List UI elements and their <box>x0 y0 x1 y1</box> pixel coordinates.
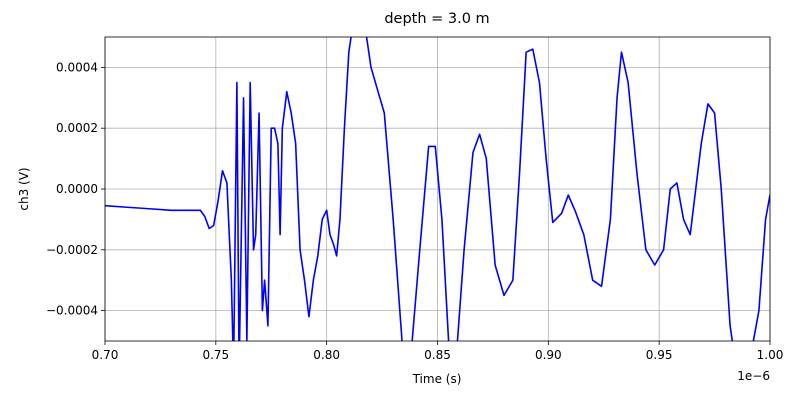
x-axis-label: Time (s) <box>412 372 462 386</box>
y-tick-label: 0.0002 <box>56 121 98 135</box>
y-tick-label: 0.0004 <box>56 60 98 74</box>
y-tick-label: −0.0002 <box>46 243 98 257</box>
data-line <box>105 37 770 341</box>
chart-title: depth = 3.0 m <box>384 11 489 27</box>
x-tick-label: 1.00 <box>757 348 784 362</box>
x-tick-label: 0.95 <box>646 348 673 362</box>
grid <box>104 37 771 341</box>
ticks: 0.70 0.75 0.80 0.85 0.90 0.95 1.00 −0.0004 −0.00… <box>46 60 783 362</box>
x-offset-label: 1e−6 <box>737 369 770 383</box>
x-tick-label: 0.75 <box>202 348 229 362</box>
x-tick-label: 0.70 <box>92 348 119 362</box>
y-axis-label: ch3 (V) <box>17 167 31 210</box>
x-tick-label: 0.90 <box>535 348 562 362</box>
y-tick-label: 0.0000 <box>56 182 98 196</box>
y-tick-label: −0.0004 <box>46 304 98 318</box>
x-tick-label: 0.85 <box>424 348 451 362</box>
plot-area <box>105 37 770 341</box>
x-tick-label: 0.80 <box>313 348 340 362</box>
